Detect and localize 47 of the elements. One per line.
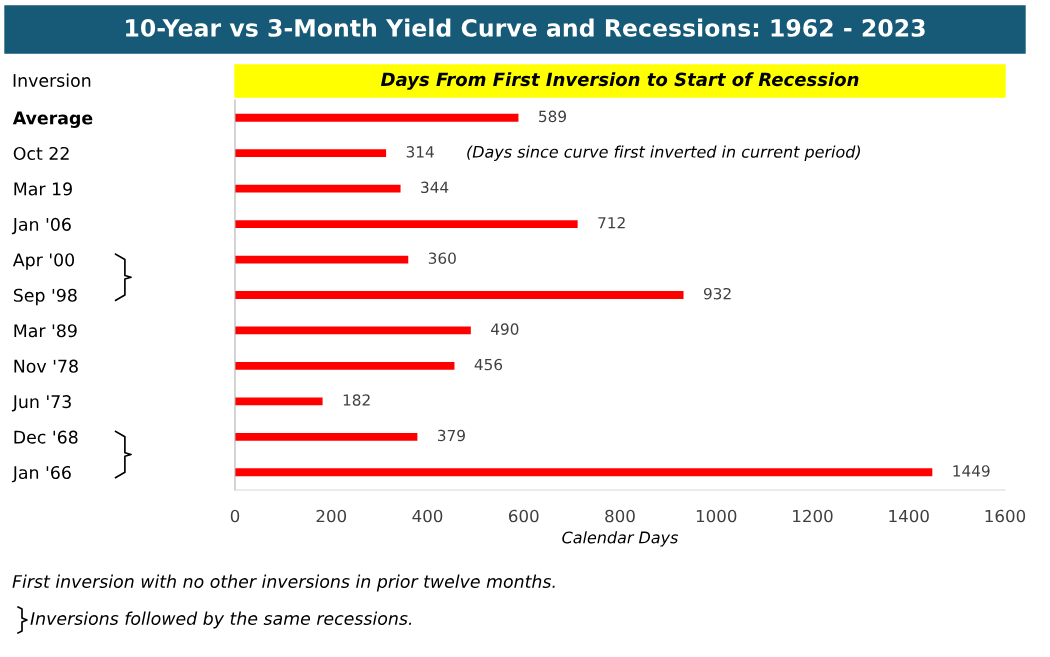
data-label: 456 xyxy=(474,358,503,371)
bar xyxy=(235,397,323,406)
y-tick-label: Sep '98 xyxy=(13,288,77,306)
y-tick-label: Average xyxy=(12,111,93,128)
x-tick-label: 400 xyxy=(412,509,443,523)
annotation: (Days since curve first inverted in current period) xyxy=(467,145,861,161)
y-tick-label: Oct 22 xyxy=(13,146,69,161)
text: Inversions followed by the same recessions. xyxy=(30,611,412,629)
bar xyxy=(235,184,401,193)
data-label: 1449 xyxy=(953,465,990,477)
x-tick-label: 0 xyxy=(230,509,240,523)
x-tick-label: 600 xyxy=(509,509,539,523)
x-axis-title: Calendar Days xyxy=(562,531,679,547)
x-tick-label: 800 xyxy=(605,509,635,523)
x-tick-label: 200 xyxy=(316,509,347,523)
bar xyxy=(235,362,455,370)
bar xyxy=(235,113,519,122)
y-tick-label: Jan '66 xyxy=(11,465,71,483)
data-label: 932 xyxy=(703,287,731,300)
y-tick-label: Mar 19 xyxy=(14,182,72,196)
y-tick-label: Mar '89 xyxy=(14,324,77,338)
y-axis-title: Inversion xyxy=(13,73,91,88)
data-label: 712 xyxy=(598,216,625,229)
text: First inversion with no other inversions in prior twelve months. xyxy=(12,574,555,592)
y-tick-label: Nov '78 xyxy=(14,359,78,373)
bar xyxy=(235,149,387,158)
y-tick-label: Jun '73 xyxy=(11,395,71,412)
data-label: 490 xyxy=(491,323,519,335)
x-tick-label: 1600 xyxy=(985,509,1026,523)
data-label: 344 xyxy=(421,181,449,194)
y-tick-label: Apr '00 xyxy=(12,253,75,270)
chart-subtitle: Days From First Inversion to Start of Recession xyxy=(380,72,859,90)
bar xyxy=(235,432,418,441)
bar xyxy=(235,220,578,228)
y-tick-label: Dec '68 xyxy=(14,430,78,444)
y-tick-label: Jan '06 xyxy=(11,217,71,235)
bar xyxy=(235,468,933,477)
data-label: 379 xyxy=(438,429,465,442)
data-label: 589 xyxy=(539,110,566,123)
data-label: 360 xyxy=(428,252,456,264)
x-tick-label: 1400 xyxy=(889,509,929,523)
bar xyxy=(235,291,684,299)
x-tick-label: 1200 xyxy=(793,509,833,523)
data-label: 314 xyxy=(406,146,434,158)
data-label: 182 xyxy=(343,394,370,406)
chart-title: 10-Year vs 3-Month Yield Curve and Recessions: 1962 - 2023 xyxy=(126,18,925,37)
x-tick-label: 1000 xyxy=(696,509,737,523)
